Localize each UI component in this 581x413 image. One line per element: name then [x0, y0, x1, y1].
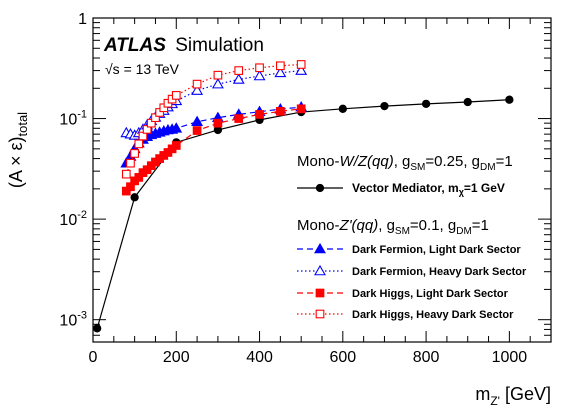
legend-group-title-monozprime: Mono-Z'(qq), gSM=0.1, gDM=1 — [297, 217, 489, 237]
data-point — [171, 141, 181, 150]
data-point — [274, 66, 287, 78]
legend-samples — [297, 183, 343, 319]
x-tick-label: 0 — [89, 349, 98, 366]
data-point — [234, 114, 244, 123]
x-tick-label: 800 — [413, 349, 440, 366]
data-point — [338, 104, 347, 113]
data-point — [276, 61, 285, 71]
x-tick-label: 400 — [246, 349, 273, 366]
data-point — [505, 95, 514, 104]
legend-label-dark-fermion-light: Dark Fermion, Light Dark Sector — [352, 244, 521, 256]
data-point — [232, 73, 245, 84]
data-point — [296, 104, 306, 114]
series-layer — [93, 60, 514, 333]
x-tick-label: 1000 — [492, 349, 528, 366]
data-point — [170, 122, 183, 133]
legend-label-dark-higgs-light: Dark Higgs, Light Dark Sector — [352, 288, 509, 300]
data-point — [213, 118, 223, 128]
data-point — [134, 139, 144, 149]
legend-marker-sample — [314, 242, 326, 254]
legend-marker-sample — [315, 309, 325, 319]
data-point — [380, 101, 389, 111]
y-tick-label: 10-2 — [59, 209, 87, 229]
data-point — [296, 60, 306, 69]
data-point — [171, 91, 181, 100]
x-tick-label: 200 — [163, 349, 190, 366]
data-point — [255, 110, 264, 119]
data-point — [234, 66, 244, 75]
energy-label: √s = 13 TeV — [105, 61, 180, 77]
data-point — [191, 84, 204, 95]
atlas-label: ATLAS Simulation — [103, 35, 264, 56]
legend-marker-sample — [315, 183, 325, 193]
y-axis-title: (A × ε)total — [6, 112, 30, 188]
data-point — [130, 193, 139, 202]
data-point — [253, 69, 266, 81]
series-dark-higgs-heavy — [121, 60, 306, 179]
data-point — [192, 126, 202, 135]
axis-tick-labels: 0 200 400 600 800 1000 10-3 10-2 10-1 1 — [59, 11, 527, 366]
legend-marker-sample — [315, 288, 325, 298]
legend-group-title-monowz: Mono-W/Z(qq), gSM=0.25, gDM=1 — [297, 153, 513, 173]
axis-ticks — [92, 17, 552, 343]
legend-label-dark-higgs-heavy: Dark Higgs, Heavy Dark Sector — [352, 309, 514, 321]
x-axis-title: mZ' [GeV] — [475, 384, 551, 408]
legend-label-vector-mediator: Vector Mediator, mχ=1 GeV — [352, 181, 505, 197]
data-point — [295, 64, 308, 75]
y-tick-label: 1 — [78, 11, 87, 28]
data-point — [93, 324, 102, 333]
data-point — [213, 70, 223, 80]
data-point — [191, 115, 204, 127]
data-point — [130, 149, 139, 158]
x-tick-label: 600 — [329, 349, 356, 366]
legend-marker-sample — [314, 264, 326, 276]
data-point — [211, 78, 224, 89]
series-dark-higgs-light — [121, 104, 306, 196]
data-point — [421, 99, 431, 109]
y-tick-label: 10-3 — [59, 310, 87, 330]
y-tick-label: 10-1 — [59, 109, 87, 129]
data-point — [255, 63, 264, 73]
legend-label-dark-fermion-heavy: Dark Fermion, Heavy Dark Sector — [352, 266, 527, 278]
data-point — [192, 79, 202, 89]
data-point — [121, 169, 131, 179]
data-point — [276, 106, 285, 116]
data-point — [463, 97, 472, 107]
data-point — [126, 158, 135, 168]
